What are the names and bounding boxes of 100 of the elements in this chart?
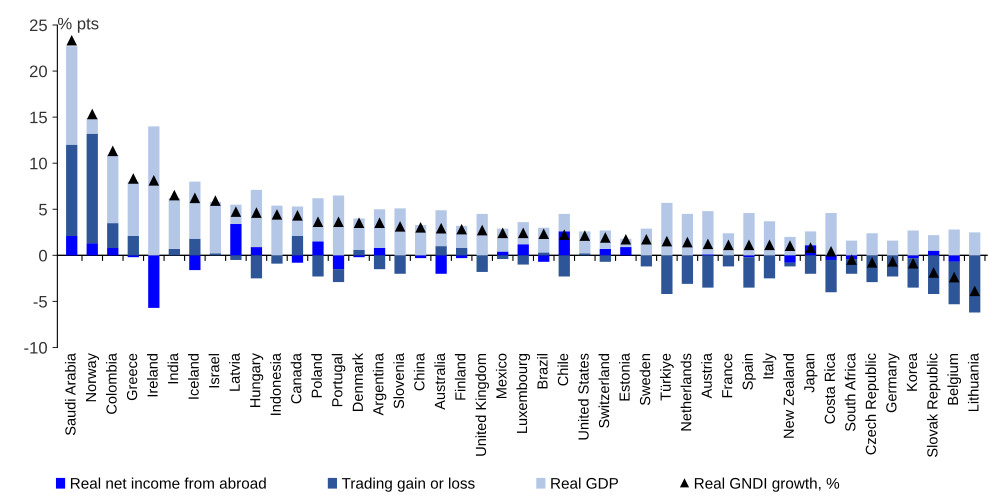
x-tick-label: Netherlands <box>680 354 692 430</box>
bar <box>66 144 78 236</box>
point <box>846 255 856 265</box>
x-tick-label: Türkiye <box>660 354 674 401</box>
point <box>313 217 323 228</box>
point <box>806 243 816 253</box>
x-tick-label: Belgium <box>947 354 961 405</box>
x-tick-label: Argentina <box>372 353 386 416</box>
bar <box>764 255 776 278</box>
point <box>703 239 713 250</box>
x-tick-label: South Africa <box>844 353 856 432</box>
bar <box>148 255 160 308</box>
point <box>66 36 77 46</box>
legend-label: Real GDP <box>551 478 618 489</box>
bar <box>908 230 919 256</box>
bar <box>558 214 570 232</box>
x-tick-label: United States <box>578 354 589 440</box>
x-tick-label: Luxembourg <box>516 354 530 433</box>
y-axis-title: % pts <box>58 18 98 33</box>
x-tick-label: Indonesia <box>270 353 281 415</box>
bar <box>682 255 694 284</box>
point <box>416 222 426 233</box>
bar <box>414 255 426 258</box>
x-tick-label: Hungary <box>250 353 264 407</box>
x-tick-label: Czech Republic <box>865 353 879 454</box>
legend-label: Real GNDI growth, % <box>694 478 840 492</box>
y-tick-label: 20 <box>30 65 47 78</box>
x-tick-label: Ireland <box>147 354 158 396</box>
point <box>559 230 570 240</box>
x-tick-label: Slovak Republic <box>926 353 940 457</box>
bar <box>538 252 550 256</box>
bar <box>189 182 201 239</box>
x-tick-label: Lithuania <box>968 353 979 412</box>
y-tick-label: -5 <box>34 296 47 308</box>
x-tick-label: Colombia <box>106 353 117 414</box>
bar <box>620 247 632 256</box>
bar <box>908 255 919 258</box>
x-tick-label: New Zealand <box>783 354 794 438</box>
x-tick-label: Japan <box>804 354 818 393</box>
bar <box>456 248 468 256</box>
bar <box>640 255 652 266</box>
bar <box>456 255 468 258</box>
point <box>826 246 836 257</box>
y-tick-label: 5 <box>39 204 47 216</box>
bar <box>374 248 386 256</box>
bar <box>86 243 98 256</box>
bar <box>804 255 816 274</box>
bar <box>128 182 139 236</box>
point <box>128 174 138 184</box>
bar <box>948 230 960 256</box>
point <box>210 196 220 206</box>
bar <box>210 202 222 254</box>
x-tick-label: Mexico <box>496 354 507 398</box>
legend-label: Real net income from abroad <box>70 478 266 489</box>
x-tick-label: Iceland <box>188 354 199 399</box>
bar <box>600 248 611 256</box>
x-tick-label: Costa Rica <box>824 353 835 424</box>
bar <box>948 255 960 262</box>
bar <box>825 260 837 292</box>
bar <box>66 46 78 145</box>
bar <box>846 240 858 256</box>
bar <box>107 154 118 224</box>
bar <box>312 242 324 256</box>
point <box>272 210 282 220</box>
bar <box>886 240 898 256</box>
bar <box>784 255 796 263</box>
x-tick-label: Korea <box>906 353 918 391</box>
bar <box>435 255 447 274</box>
point <box>395 222 405 232</box>
point <box>662 236 672 246</box>
point <box>970 286 980 296</box>
x-tick-label: Norway <box>86 353 100 402</box>
legend-label: Trading gain or loss <box>342 478 475 492</box>
point <box>764 240 774 250</box>
point <box>949 272 960 282</box>
bar <box>107 248 118 256</box>
bar <box>168 198 180 249</box>
bar <box>969 255 980 312</box>
x-tick-label: Germany <box>886 353 900 412</box>
x-tick-label: India <box>168 353 178 384</box>
y-tick-label: 0 <box>39 250 47 262</box>
bar <box>558 255 570 277</box>
x-tick-label: China <box>414 353 425 390</box>
x-tick-label: Switzerland <box>598 354 610 428</box>
x-tick-label: Canada <box>290 353 302 404</box>
point <box>744 240 754 250</box>
point <box>334 217 344 228</box>
x-tick-label: Portugal <box>332 354 346 406</box>
y-tick-label: 10 <box>30 158 47 170</box>
point <box>354 218 364 228</box>
bar <box>518 255 529 265</box>
bar <box>518 244 529 256</box>
x-tick-label: Estonia <box>619 353 630 400</box>
bar <box>230 224 242 256</box>
bar <box>969 232 980 256</box>
x-tick-label: Denmark <box>352 353 363 412</box>
x-tick-label: Slovenia <box>393 353 404 408</box>
bar <box>784 262 796 266</box>
point <box>148 176 159 186</box>
point <box>252 208 262 218</box>
